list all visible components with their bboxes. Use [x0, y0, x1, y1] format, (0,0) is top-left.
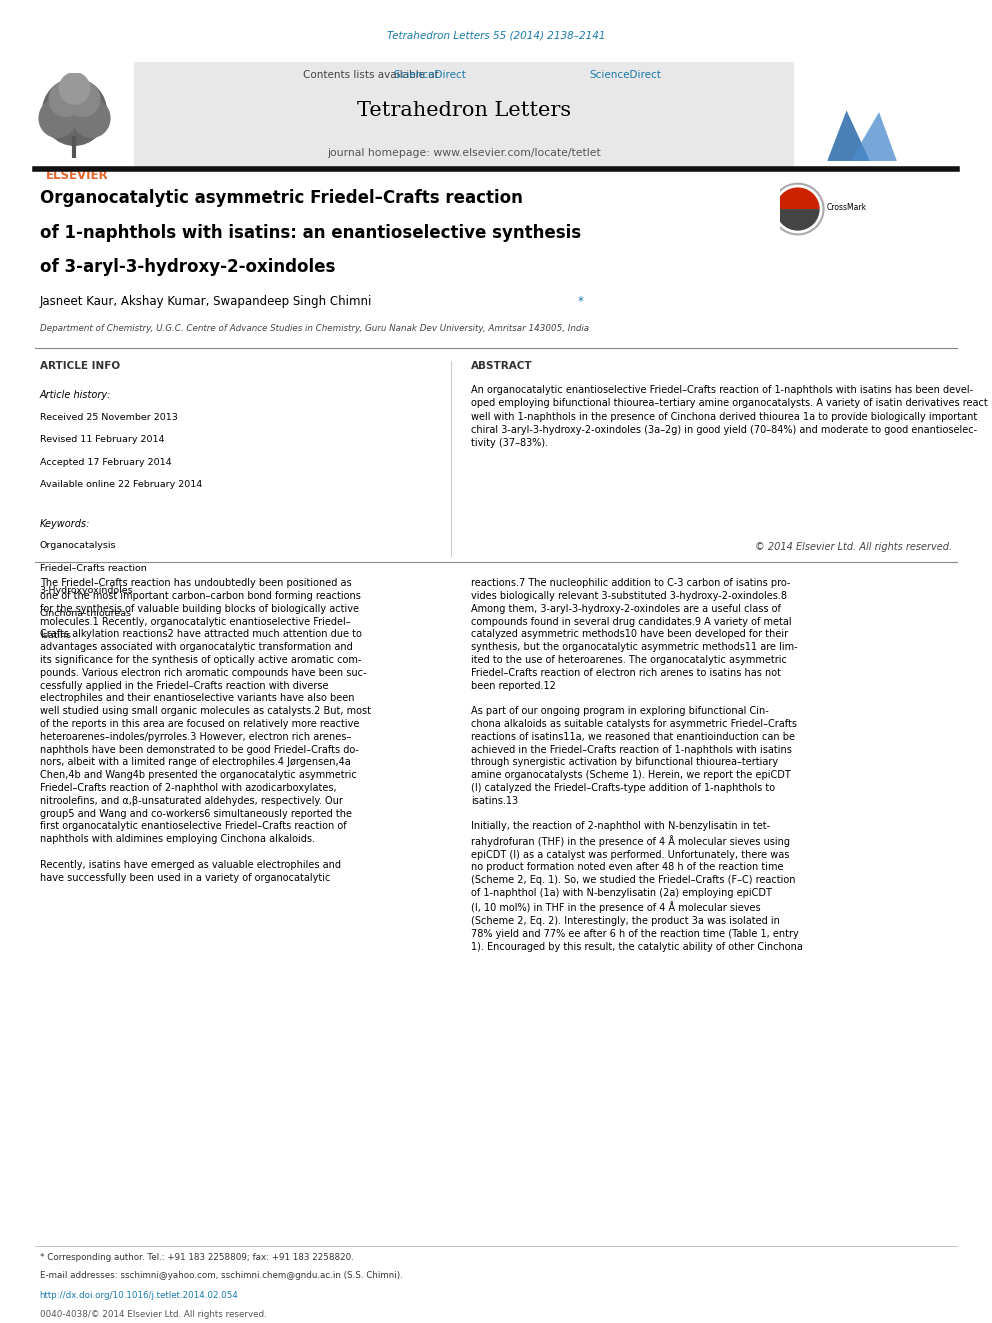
Text: Contents lists available at: Contents lists available at: [303, 70, 441, 81]
Text: Received 25 November 2013: Received 25 November 2013: [40, 413, 178, 422]
Circle shape: [72, 99, 110, 138]
Text: 0040-4038/© 2014 Elsevier Ltd. All rights reserved.: 0040-4038/© 2014 Elsevier Ltd. All right…: [40, 1310, 267, 1319]
Text: E-mail addresses: sschimni@yahoo.com, sschimni.chem@gndu.ac.in (S.S. Chimni).: E-mail addresses: sschimni@yahoo.com, ss…: [40, 1271, 403, 1281]
Text: © 2014 Elsevier Ltd. All rights reserved.: © 2014 Elsevier Ltd. All rights reserved…: [755, 542, 952, 553]
Polygon shape: [827, 110, 870, 161]
Text: Letters: Letters: [848, 99, 876, 106]
Circle shape: [50, 82, 83, 116]
Text: ARTICLE INFO: ARTICLE INFO: [40, 361, 120, 372]
Circle shape: [66, 82, 100, 116]
Text: Cinchona-thioureas: Cinchona-thioureas: [40, 609, 132, 618]
Text: Accepted 17 February 2014: Accepted 17 February 2014: [40, 458, 172, 467]
Text: * Corresponding author. Tel.: +91 183 2258809; fax: +91 183 2258820.: * Corresponding author. Tel.: +91 183 22…: [40, 1253, 353, 1262]
Text: http://dx.doi.org/10.1016/j.tetlet.2014.02.054: http://dx.doi.org/10.1016/j.tetlet.2014.…: [40, 1291, 238, 1301]
Polygon shape: [850, 112, 897, 161]
Text: ELSEVIER: ELSEVIER: [46, 169, 109, 183]
Text: Keywords:: Keywords:: [40, 519, 90, 529]
Wedge shape: [776, 209, 819, 230]
Text: of 1-naphthols with isatins: an enantioselective synthesis: of 1-naphthols with isatins: an enantios…: [40, 224, 580, 242]
Text: 3-Hydroxyoxindoles: 3-Hydroxyoxindoles: [40, 586, 133, 595]
Text: ABSTRACT: ABSTRACT: [471, 361, 533, 372]
Text: journal homepage: www.elsevier.com/locate/tetlet: journal homepage: www.elsevier.com/locat…: [327, 148, 601, 159]
Text: Available online 22 February 2014: Available online 22 February 2014: [40, 480, 202, 490]
Text: Article history:: Article history:: [40, 390, 111, 401]
Text: Friedel–Crafts reaction: Friedel–Crafts reaction: [40, 564, 147, 573]
Text: Organocatalytic asymmetric Friedel–Crafts reaction: Organocatalytic asymmetric Friedel–Craft…: [40, 189, 523, 208]
Text: ScienceDirect: ScienceDirect: [589, 70, 661, 81]
Text: CrossMark: CrossMark: [826, 204, 866, 212]
Text: Tetrahedron Letters: Tetrahedron Letters: [357, 101, 571, 119]
Text: Isatins: Isatins: [40, 631, 70, 640]
Text: ScienceDirect: ScienceDirect: [303, 70, 465, 81]
Circle shape: [43, 79, 106, 146]
Wedge shape: [776, 188, 819, 209]
Circle shape: [39, 99, 76, 138]
Text: The Friedel–Crafts reaction has undoubtedly been positioned as
one of the most i: The Friedel–Crafts reaction has undoubte…: [40, 578, 371, 882]
Text: Revised 11 February 2014: Revised 11 February 2014: [40, 435, 165, 445]
Circle shape: [60, 73, 89, 105]
Text: of 3-aryl-3-hydroxy-2-oxindoles: of 3-aryl-3-hydroxy-2-oxindoles: [40, 258, 335, 277]
Text: Department of Chemistry, U.G.C. Centre of Advance Studies in Chemistry, Guru Nan: Department of Chemistry, U.G.C. Centre o…: [40, 324, 589, 333]
Text: *: *: [577, 295, 583, 308]
Text: reactions.7 The nucleophilic addition to C-3 carbon of isatins pro-
vides biolog: reactions.7 The nucleophilic addition to…: [471, 578, 804, 951]
Text: An organocatalytic enantioselective Friedel–Crafts reaction of 1-naphthols with : An organocatalytic enantioselective Frie…: [471, 385, 988, 448]
FancyBboxPatch shape: [134, 62, 794, 168]
Text: Organocatalysis: Organocatalysis: [40, 541, 116, 550]
Text: Jasneet Kaur, Akshay Kumar, Swapandeep Singh Chimni: Jasneet Kaur, Akshay Kumar, Swapandeep S…: [40, 295, 372, 308]
Text: Tetrahedron: Tetrahedron: [837, 85, 887, 90]
Text: Tetrahedron Letters 55 (2014) 2138–2141: Tetrahedron Letters 55 (2014) 2138–2141: [387, 30, 605, 41]
